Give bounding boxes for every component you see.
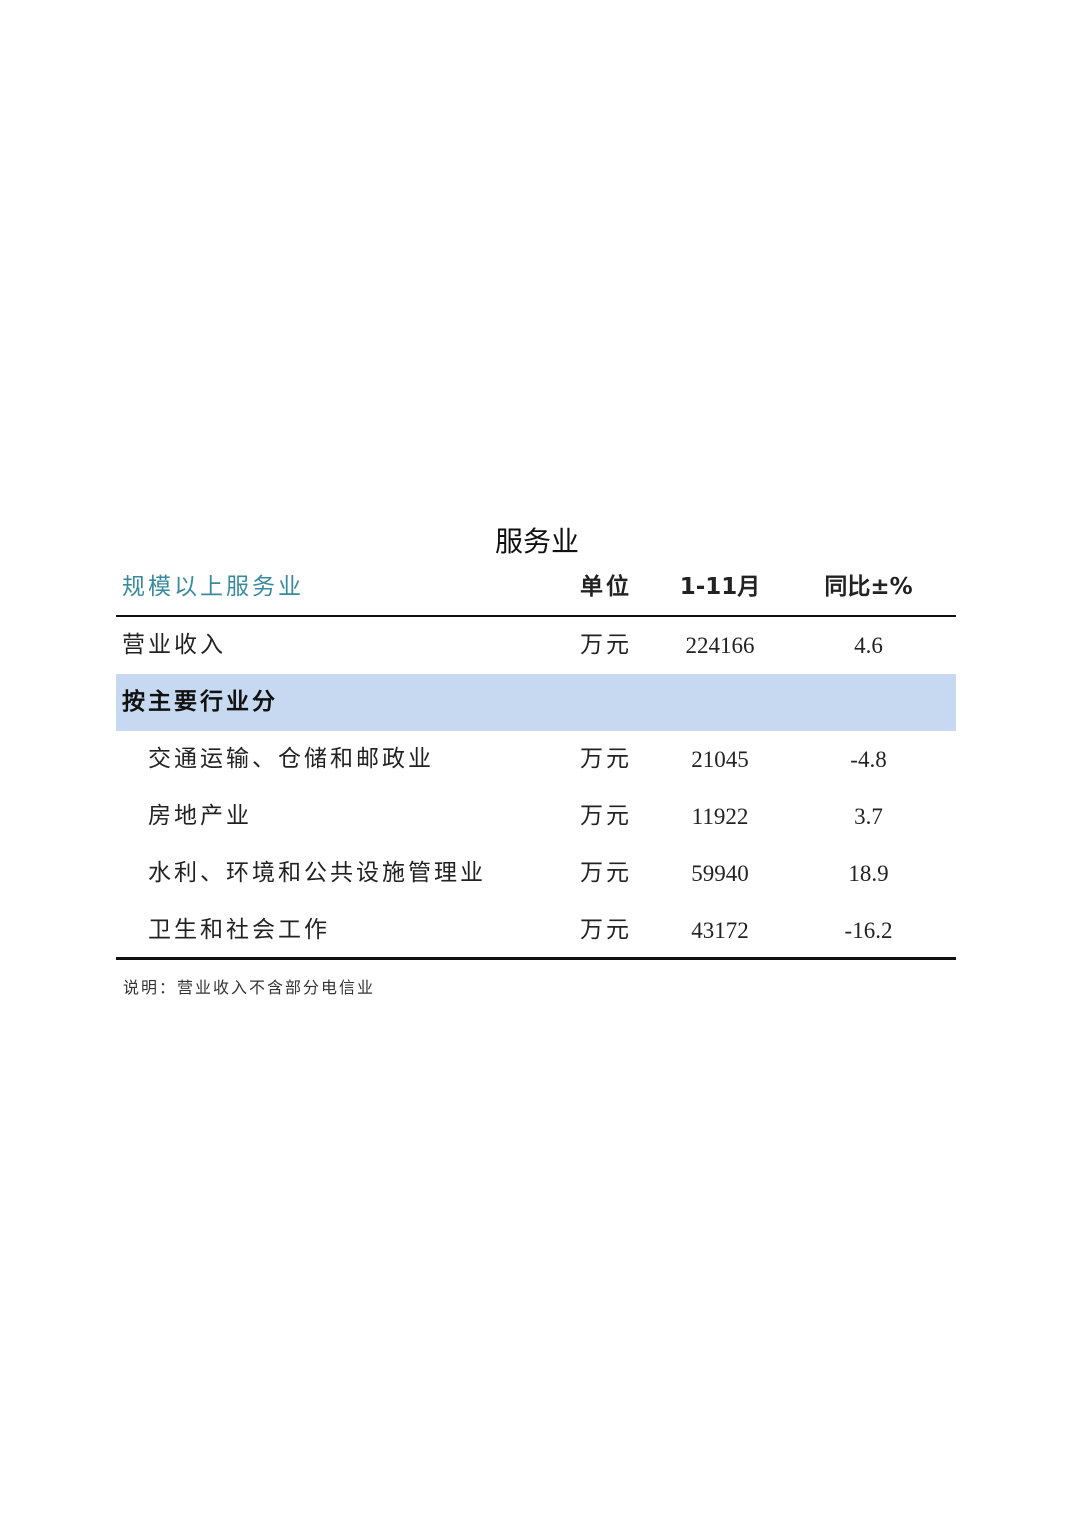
table-row: 房地产业 万元 11922 3.7 (116, 788, 956, 845)
row-label: 水利、环境和公共设施管理业 (148, 860, 486, 886)
row-unit: 万元 (580, 746, 632, 772)
row-yoy: 18.9 (848, 861, 889, 886)
services-table: 规模以上服务业 单位 1-11月 同比±% 营业收入 万元 224166 4.6… (116, 560, 956, 960)
row-value: 11922 (691, 804, 749, 829)
row-label: 营业收入 (122, 632, 226, 658)
row-yoy: -4.8 (850, 747, 887, 772)
header-period: 1-11月 (679, 574, 761, 600)
row-yoy: 3.7 (854, 804, 883, 829)
header-unit: 单位 (580, 574, 632, 600)
row-label: 交通运输、仓储和邮政业 (148, 746, 434, 772)
row-value: 59940 (691, 861, 749, 886)
row-value: 43172 (691, 918, 749, 943)
table-row-total: 营业收入 万元 224166 4.6 (116, 617, 956, 674)
row-unit: 万元 (580, 803, 632, 829)
row-yoy: 4.6 (854, 633, 883, 658)
section-label: 按主要行业分 (122, 689, 278, 715)
row-yoy: -16.2 (844, 918, 893, 943)
table-row: 交通运输、仓储和邮政业 万元 21045 -4.8 (116, 731, 956, 788)
row-unit: 万元 (580, 917, 632, 943)
row-unit: 万元 (580, 632, 632, 658)
table-row: 卫生和社会工作 万元 43172 -16.2 (116, 902, 956, 960)
footnote: 说明：营业收入不含部分电信业 (123, 978, 376, 997)
row-value: 224166 (685, 633, 755, 658)
row-unit: 万元 (580, 860, 632, 886)
row-label: 卫生和社会工作 (148, 917, 330, 943)
table-header: 规模以上服务业 单位 1-11月 同比±% (116, 560, 956, 617)
row-label: 房地产业 (148, 803, 252, 829)
page-title: 服务业 (494, 525, 579, 558)
header-category: 规模以上服务业 (122, 574, 304, 600)
header-yoy: 同比±% (824, 574, 913, 600)
table-row: 水利、环境和公共设施管理业 万元 59940 18.9 (116, 845, 956, 902)
row-value: 21045 (691, 747, 749, 772)
section-row: 按主要行业分 (116, 674, 956, 731)
